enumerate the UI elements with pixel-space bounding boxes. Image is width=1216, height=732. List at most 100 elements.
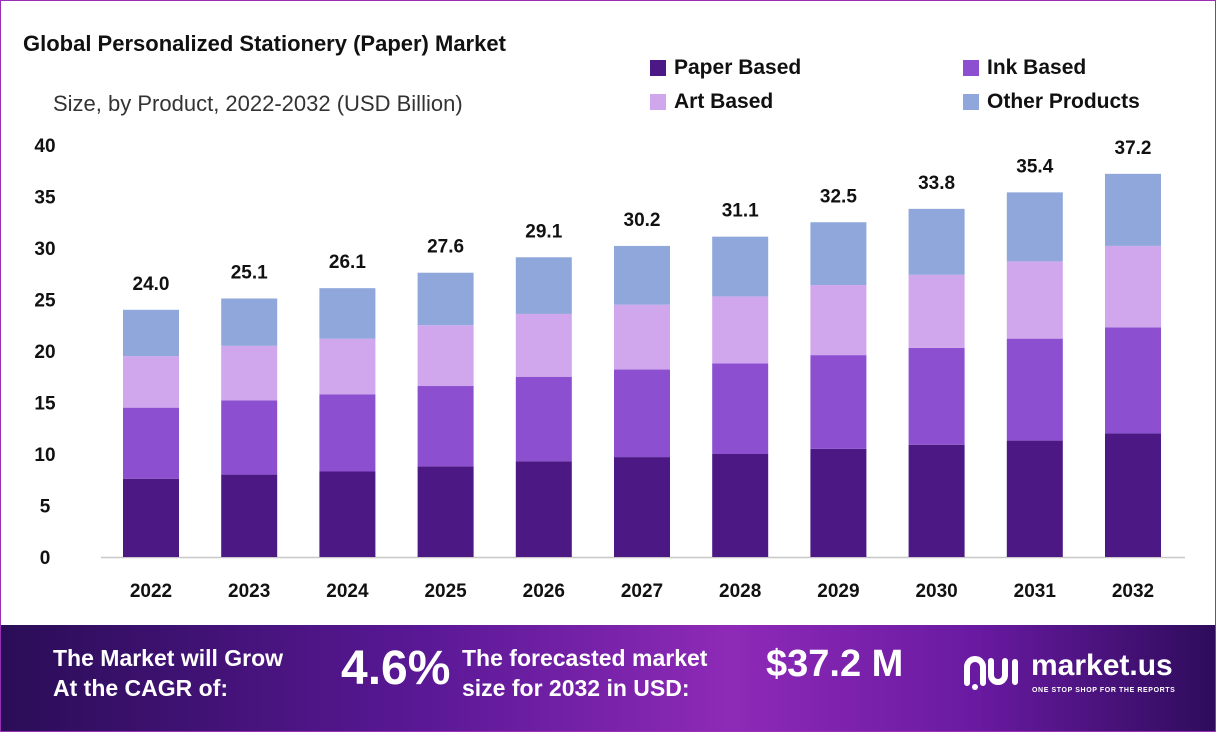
total-data-label: 24.0 <box>133 274 170 295</box>
x-tick-label: 2026 <box>523 581 565 602</box>
bar-segment <box>1105 433 1161 557</box>
forecast-caption-line-2: size for 2032 in USD: <box>462 675 690 701</box>
bar-segment <box>515 313 572 377</box>
x-tick-label: 2031 <box>1014 581 1057 602</box>
bar-segment <box>123 309 179 357</box>
y-tick-label: 0 <box>40 548 51 569</box>
bar-segment <box>515 461 572 557</box>
bar-segment <box>123 356 179 408</box>
bar-segment <box>1105 245 1161 328</box>
bar-segment <box>1105 327 1161 434</box>
bar-segment <box>319 471 376 557</box>
y-tick-label: 15 <box>34 394 56 415</box>
bar-segment <box>614 304 670 370</box>
x-tick-label: 2024 <box>326 581 369 602</box>
bar-segment <box>515 257 572 314</box>
bar-segment <box>319 338 376 395</box>
legend-item-paper-based: Paper Based <box>650 56 802 79</box>
total-data-label: 32.5 <box>820 186 857 207</box>
x-tick-label: 2027 <box>621 581 663 602</box>
total-data-label: 35.4 <box>1016 156 1053 177</box>
legend-swatch <box>963 94 979 110</box>
brand-logo[interactable]: market.us ONE STOP SHOP FOR THE REPORTS <box>963 649 1193 699</box>
total-data-label: 29.1 <box>525 221 562 242</box>
y-tick-label: 20 <box>34 342 55 363</box>
bar-segment <box>908 347 965 445</box>
y-tick-label: 10 <box>34 445 55 466</box>
bar-segment <box>319 288 376 339</box>
bar-segment <box>712 454 769 557</box>
x-tick-label: 2029 <box>817 581 859 602</box>
bar-segment <box>712 296 769 364</box>
bar-segment <box>1105 173 1161 246</box>
cagr-caption-line-2: At the CAGR of: <box>53 675 229 701</box>
bar-segment <box>221 474 278 557</box>
legend-swatch <box>650 60 666 76</box>
bar-segment <box>515 376 572 462</box>
bar-segment <box>221 400 278 475</box>
bar-segment <box>908 274 965 348</box>
stacked-bar-chart: 051015202530354024.0202225.1202326.12024… <box>34 136 1185 602</box>
bar-segment <box>417 325 474 387</box>
forecast-caption-line-1: The forecasted market <box>462 645 708 671</box>
bar-segment <box>221 345 278 401</box>
y-tick-label: 40 <box>34 136 55 157</box>
legend-item-art-based: Art Based <box>650 90 774 113</box>
bar-segment <box>123 478 179 557</box>
brand-tagline: ONE STOP SHOP FOR THE REPORTS <box>1032 687 1176 694</box>
bar-segment <box>1006 261 1063 339</box>
total-data-label: 37.2 <box>1115 138 1152 159</box>
bar-segment <box>123 407 179 479</box>
bar-segment <box>1006 192 1063 262</box>
x-tick-label: 2023 <box>228 581 270 602</box>
brand-name: market.us <box>1031 649 1173 682</box>
x-tick-label: 2025 <box>424 581 467 602</box>
bar-segment <box>1006 440 1063 557</box>
bar-segment <box>810 222 867 286</box>
bar-segment <box>614 457 670 557</box>
bar-segment <box>417 386 474 467</box>
total-data-label: 31.1 <box>722 201 759 222</box>
forecast-amount: $37.2 M <box>766 643 904 685</box>
bar-segment <box>908 208 965 275</box>
bar-segment <box>810 448 867 557</box>
y-tick-label: 30 <box>34 239 55 260</box>
legend-swatch <box>963 60 979 76</box>
total-data-label: 26.1 <box>329 252 366 273</box>
bar-segment <box>712 363 769 454</box>
bar-segment <box>417 466 474 557</box>
bar-segment <box>1006 338 1063 441</box>
bar-segment <box>614 369 670 458</box>
total-data-label: 25.1 <box>231 262 268 283</box>
legend-item-ink-based: Ink Based <box>963 56 1087 79</box>
chart-subtitle: Size, by Product, 2022-2032 (USD Billion… <box>53 91 463 116</box>
bar-segment <box>712 236 769 297</box>
bar-segment <box>810 355 867 449</box>
bar-segment <box>417 272 474 326</box>
total-data-label: 33.8 <box>918 173 955 194</box>
legend-label: Other Products <box>987 90 1140 113</box>
bar-segment <box>614 245 670 305</box>
y-tick-label: 35 <box>34 188 56 209</box>
legend-item-other-products: Other Products <box>963 90 1140 113</box>
footer-banner: The Market will Grow At the CAGR of: 4.6… <box>1 625 1215 731</box>
cagr-value: 4.6% <box>341 642 451 695</box>
cagr-caption-line-1: The Market will Grow <box>53 645 284 671</box>
total-data-label: 30.2 <box>624 210 661 231</box>
x-tick-label: 2022 <box>130 581 172 602</box>
legend-label: Ink Based <box>987 56 1087 79</box>
legend-label: Art Based <box>674 90 774 113</box>
bar-segment <box>221 298 278 346</box>
total-data-label: 27.6 <box>427 237 464 258</box>
bar-segment <box>810 285 867 356</box>
y-tick-label: 5 <box>40 497 51 518</box>
legend-swatch <box>650 94 666 110</box>
legend-label: Paper Based <box>674 56 802 79</box>
chart-title: Global Personalized Stationery (Paper) M… <box>23 31 506 56</box>
y-tick-label: 25 <box>34 291 56 312</box>
cagr-caption: The Market will Grow At the CAGR of: <box>53 643 283 703</box>
forecast-caption: The forecasted market size for 2032 in U… <box>462 643 707 703</box>
x-tick-label: 2028 <box>719 581 761 602</box>
x-tick-label: 2032 <box>1112 581 1154 602</box>
bar-segment <box>319 394 376 472</box>
